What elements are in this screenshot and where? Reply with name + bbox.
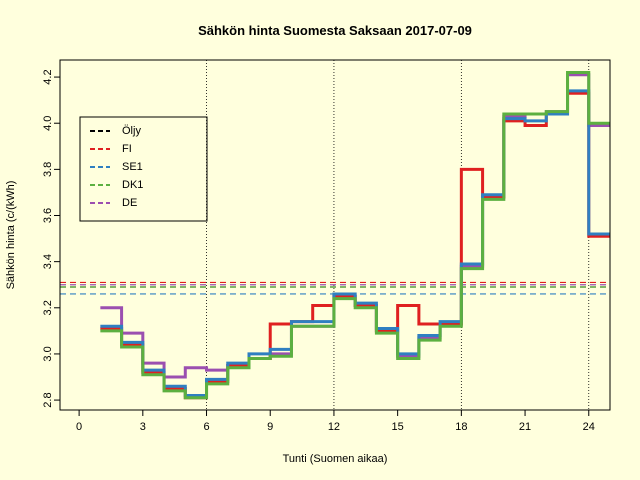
step-line (100, 89, 610, 397)
y-tick-label: 3.6 (42, 208, 54, 223)
legend-label: DK1 (122, 179, 143, 191)
y-tick-label: 3.2 (42, 300, 54, 315)
x-tick-label: 18 (455, 421, 467, 433)
y-tick-label: 3.8 (42, 162, 54, 177)
x-tick-label: 12 (328, 421, 340, 433)
legend-label: FI (122, 143, 132, 155)
plot-frame (59, 59, 611, 411)
legend-label: Öljy (122, 125, 141, 137)
step-line (100, 70, 610, 400)
y-tick-label: 3.0 (42, 346, 54, 361)
legend-box (79, 116, 208, 222)
x-tick-label: 3 (140, 421, 146, 433)
y-tick-label: 3.4 (42, 254, 54, 269)
chart-title: Sähkön hinta Suomesta Saksaan 2017-07-09 (198, 23, 472, 38)
y-tick-label: 4.2 (42, 69, 54, 84)
x-tick-label: 0 (76, 421, 82, 433)
legend-label: SE1 (122, 161, 143, 173)
legend-label: DE (122, 197, 137, 209)
x-tick-label: 15 (392, 421, 404, 433)
x-tick-label: 9 (267, 421, 273, 433)
x-axis-label: Tunti (Suomen aikaa) (283, 453, 388, 465)
x-tick-label: 24 (583, 421, 595, 433)
y-axis-label: Sähkön hinta (c/(kWh) (5, 181, 17, 290)
x-tick-label: 21 (519, 421, 531, 433)
step-line (100, 91, 610, 400)
y-tick-label: 4.0 (42, 116, 54, 131)
x-tick-label: 6 (203, 421, 209, 433)
y-tick-label: 2.8 (42, 392, 54, 407)
